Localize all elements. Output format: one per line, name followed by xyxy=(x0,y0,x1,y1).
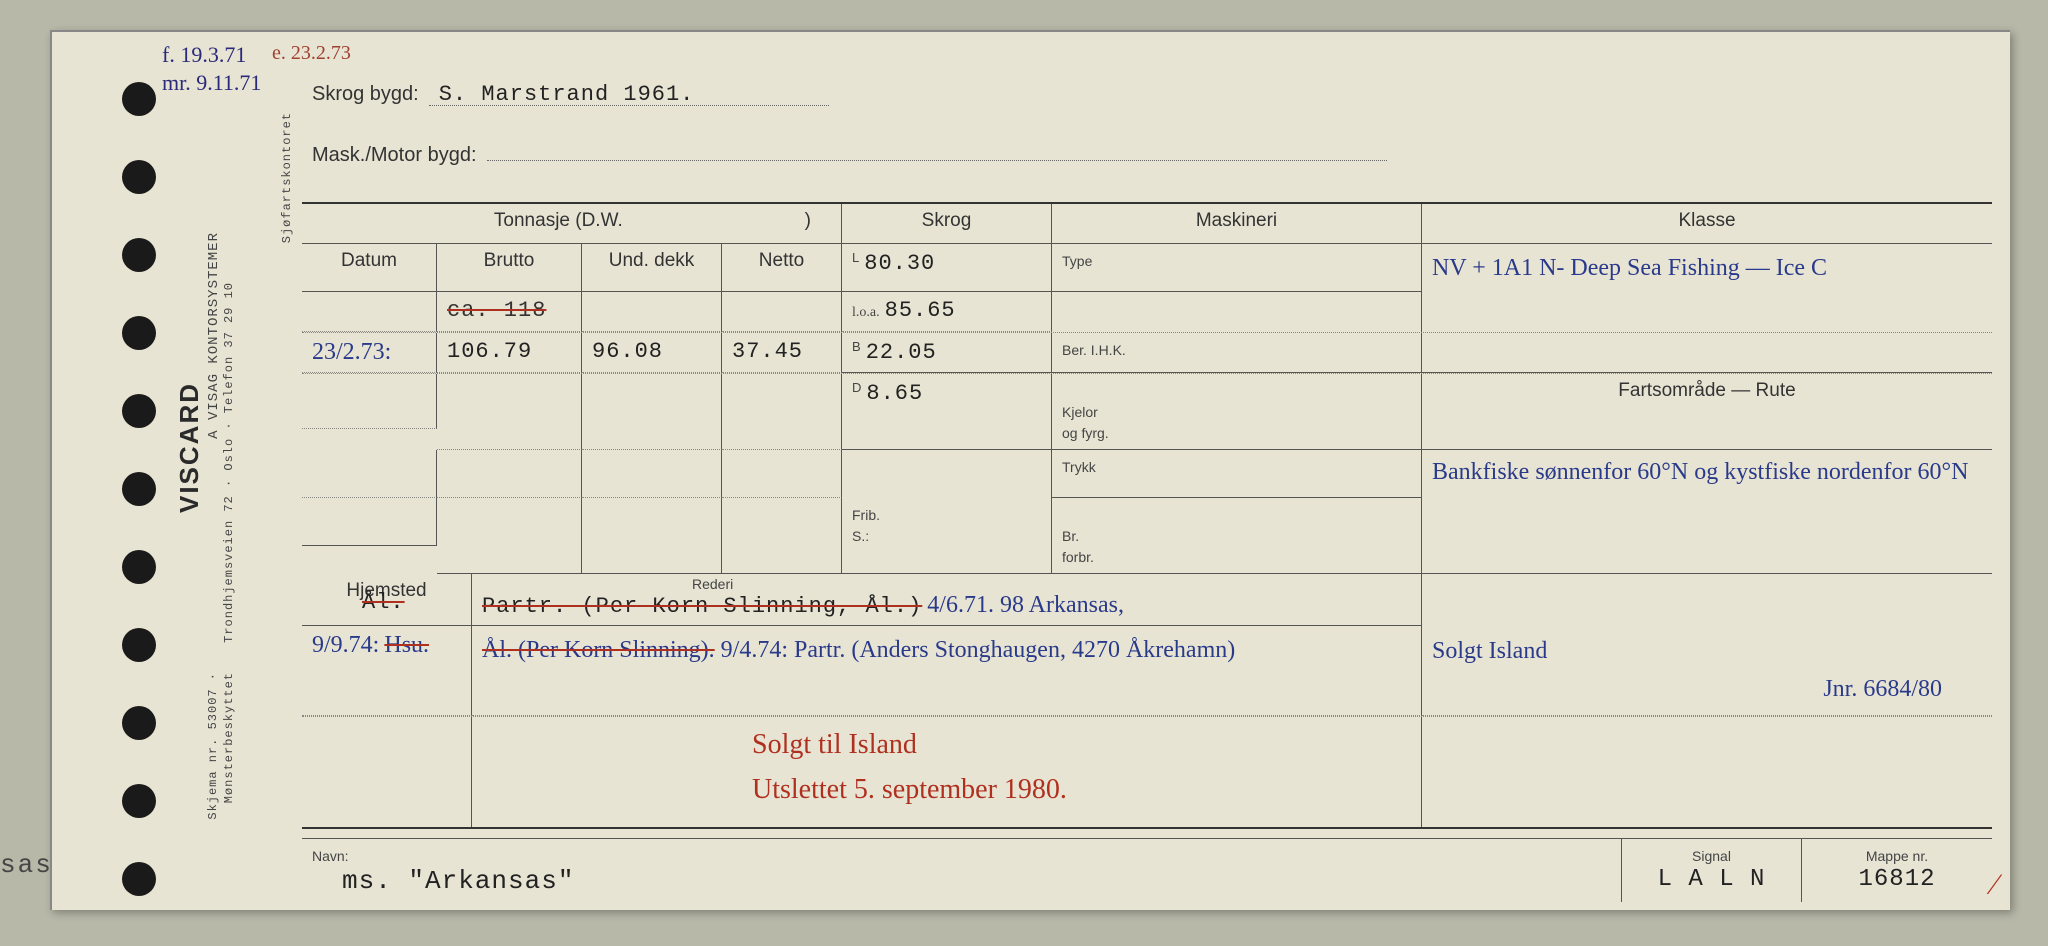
frib-cell: Frib. S.: xyxy=(842,498,1052,574)
skrog-bygd-row: Skrog bygd: S. Marstrand 1961. xyxy=(312,82,829,106)
datum-header: Datum xyxy=(302,244,437,292)
red-notes: Solgt til Island Utslettet 5. september … xyxy=(472,717,1422,827)
tonnasje-header: Tonnasje (D.W. ) xyxy=(302,204,842,244)
klasse-end xyxy=(1422,333,1992,373)
und-dekk-header: Und. dekk xyxy=(582,244,722,292)
skrog-L-cell: L 80.30 xyxy=(842,244,1052,292)
und-dekk-cell xyxy=(582,292,722,332)
index-card: VISCARD A VISAG KONTORSYSTEMER Trondhjem… xyxy=(50,30,2010,910)
br-forbr-cell: Br. forbr. xyxy=(1052,498,1422,574)
ber-cell: Ber. I.H.K. xyxy=(1052,333,1422,373)
skrog-loa-cell: l.o.a. 85.65 xyxy=(842,292,1052,332)
rederi-struck: Partr. (Per Korn Slinning, Ål.) xyxy=(482,594,922,619)
table-row: 23/2.73: 106.79 96.08 37.45 B 22.05 Ber.… xyxy=(302,333,1992,374)
netto-header: Netto xyxy=(722,244,842,292)
klasse-value: NV + 1A1 N- Deep Sea Fishing — Ice C xyxy=(1422,244,1992,292)
datum-cell xyxy=(302,292,437,332)
brutto-cell: 106.79 xyxy=(437,333,582,373)
navn-cell: Navn: ms. "Arkansas" xyxy=(302,839,1622,902)
mask-motor-label: Mask./Motor bygd: xyxy=(312,144,477,167)
hjemsted-cell-1: Ål. 9/9.74: Hsu. xyxy=(302,626,472,716)
mask-motor-row: Mask./Motor bygd: xyxy=(312,137,1387,167)
rederi-after: 4/6.71. 98 Arkansas, xyxy=(927,592,1124,618)
skrog-B-cell: B 22.05 xyxy=(842,333,1052,373)
punch-holes xyxy=(122,82,156,940)
und-dekk-cell: 96.08 xyxy=(582,333,722,373)
maskineri-header: Maskineri xyxy=(1052,204,1422,244)
brand-name: VISCARD xyxy=(174,382,205,513)
klasse-cont xyxy=(1422,292,1992,332)
table-row: ca. 118 l.o.a. 85.65 xyxy=(302,292,1992,333)
skrog-bygd-label: Skrog bygd: xyxy=(312,83,419,106)
notes-row: Solgt til Island Utslettet 5. september … xyxy=(302,717,1992,827)
mappe-cell: Mappe nr. 16812 ⁄ xyxy=(1802,839,1992,902)
grid-subheader-row: Datum Brutto Und. dekk Netto L 80.30 Typ… xyxy=(302,244,1992,292)
signal-cell: Signal L A L N xyxy=(1622,839,1802,902)
right-cont xyxy=(1422,574,1992,626)
rederi-cell-2: Ål. (Per Korn Slinning). 9/4.74: Partr. … xyxy=(472,626,1422,716)
grid-header-row: Tonnasje (D.W. ) Skrog Maskineri Klasse xyxy=(302,204,1992,244)
skrog-header: Skrog xyxy=(842,204,1052,244)
rederi-row: Ål. 9/9.74: Hsu. Ål. (Per Korn Slinning)… xyxy=(302,626,1992,717)
kjelor-cell: Kjelor og fyrg. xyxy=(1052,374,1422,450)
brutto-cell-struck: ca. 118 xyxy=(437,292,582,332)
margin-note-f: f. 19.3.71 xyxy=(162,42,246,68)
brand-addr: Trondhjemsveien 72 · Oslo · Telefon 37 2… xyxy=(222,282,236,643)
sjofart-label: Sjøfartskontoret xyxy=(280,112,294,243)
brutto-header: Brutto xyxy=(437,244,582,292)
mask-motor-value xyxy=(487,137,1387,161)
signal-value: L A L N xyxy=(1658,866,1766,893)
trykk-cell: Trykk xyxy=(1052,450,1422,498)
side-name-label: Arcansas xyxy=(0,850,53,880)
netto-cell xyxy=(722,292,842,332)
rederi-header-row: Hjemsted Rederi Partr. (Per Korn Slinnin… xyxy=(302,574,1992,626)
table-row: D 8.65 Kjelor og fyrg. Fartsområde — Rut… xyxy=(302,374,1992,450)
klasse-header: Klasse xyxy=(1422,204,1992,244)
mappe-value: 16812 xyxy=(1858,866,1935,893)
main-grid: Tonnasje (D.W. ) Skrog Maskineri Klasse … xyxy=(302,202,1992,829)
skrog-bygd-value: S. Marstrand 1961. xyxy=(429,82,829,106)
table-row: Frib. S.: Br. forbr. xyxy=(302,498,1992,574)
check-corner-icon: ⁄ xyxy=(1992,868,1997,902)
rederi-header: Rederi Partr. (Per Korn Slinning, Ål.) 4… xyxy=(472,574,1422,626)
skrog-D-cell: D 8.65 xyxy=(842,374,1052,450)
ship-name: ms. "Arkansas" xyxy=(312,866,574,896)
brand-skjema: Skjema nr. 53007 · xyxy=(206,672,220,820)
datum-cell: 23/2.73: xyxy=(302,333,437,373)
type-val-cell xyxy=(1052,292,1422,332)
right-notes: Solgt Island Jnr. 6684/80 xyxy=(1422,626,1992,716)
fartsomrade-value: Bankfiske sønnenfor 60°N og kystfiske no… xyxy=(1422,450,1992,498)
margin-note-mr: mr. 9.11.71 xyxy=(162,70,261,96)
margin-note-e: e. 23.2.73 xyxy=(272,42,351,65)
netto-cell: 37.45 xyxy=(722,333,842,373)
card-content: f. 19.3.71 e. 23.2.73 mr. 9.11.71 Skrog … xyxy=(302,52,2002,902)
table-row: Trykk Bankfiske sønnenfor 60°N og kystfi… xyxy=(302,450,1992,498)
footer-row: Navn: ms. "Arkansas" Signal L A L N Mapp… xyxy=(302,838,1992,902)
fartsomrade-header: Fartsområde — Rute xyxy=(1422,374,1992,450)
type-cell: Type xyxy=(1052,244,1422,292)
brand-monster: Mønsterbeskyttet xyxy=(222,672,236,803)
brand-sub: A VISAG KONTORSYSTEMER xyxy=(206,232,222,439)
